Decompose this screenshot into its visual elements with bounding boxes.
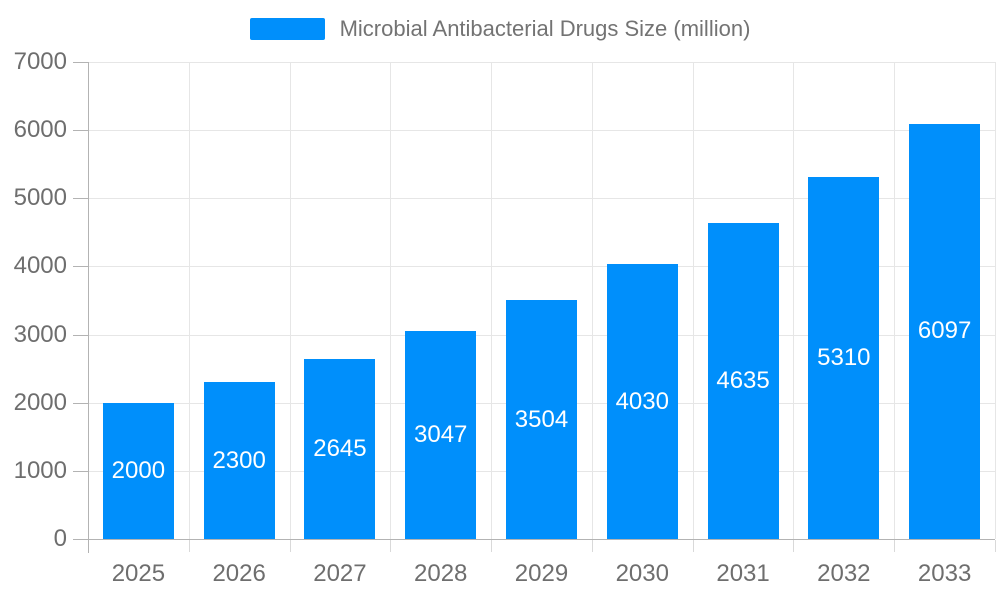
gridline-v [491, 62, 493, 539]
gridline-v [390, 62, 392, 539]
legend-item[interactable]: Microbial Antibacterial Drugs Size (mill… [0, 16, 1000, 42]
gridline-v [995, 62, 996, 539]
gridline-h [88, 266, 995, 268]
bar-value-label: 3504 [514, 405, 569, 433]
y-axis-label: 3000 [13, 320, 67, 348]
x-axis-tick [591, 540, 593, 552]
gridline-h [88, 198, 995, 200]
x-axis-tick [188, 540, 190, 552]
x-axis-tick [491, 540, 493, 552]
x-axis-label: 2032 [817, 560, 871, 587]
x-axis-line [88, 539, 995, 540]
gridline-v [894, 62, 896, 539]
y-axis-label: 0 [53, 525, 67, 552]
x-axis-label: 2033 [917, 560, 972, 587]
y-axis-label: 1000 [13, 456, 67, 484]
bar-value-label: 4635 [716, 367, 770, 395]
gridline-v [591, 62, 593, 539]
y-axis-tick [73, 198, 88, 200]
y-axis-label: 6000 [13, 116, 67, 144]
y-axis-tick [73, 130, 88, 132]
x-axis-tick [289, 540, 291, 552]
bar-value-label: 5310 [817, 344, 871, 372]
bar-value-label: 2000 [111, 456, 166, 484]
bar-2030[interactable]: 4030 [606, 264, 678, 539]
bar-2028[interactable]: 3047 [405, 331, 477, 539]
bar-value-label: 2645 [313, 434, 367, 462]
bar-value-label: 3047 [414, 421, 468, 449]
y-axis-tick [73, 402, 88, 404]
y-axis-label: 5000 [13, 184, 67, 212]
x-axis-label: 2031 [716, 560, 770, 587]
bar-2025[interactable]: 2000 [102, 402, 174, 539]
y-axis-tick [73, 539, 88, 540]
gridline-h [88, 62, 995, 63]
gridline-v [692, 62, 694, 539]
y-axis-label: 4000 [13, 252, 67, 280]
gridline-v [188, 62, 190, 539]
bar-2033[interactable]: 6097 [909, 123, 981, 539]
bar-2029[interactable]: 3504 [506, 300, 577, 539]
y-axis-tick [73, 334, 88, 336]
bar-2027[interactable]: 2645 [304, 358, 376, 539]
bar-value-label: 2300 [212, 446, 266, 474]
y-axis-tick [73, 62, 88, 63]
x-axis-label: 2025 [111, 560, 166, 587]
y-axis-line [88, 62, 89, 553]
bar-value-label: 6097 [917, 317, 972, 345]
x-axis-tick [692, 540, 694, 552]
y-axis-tick [73, 266, 88, 268]
gridline-v [793, 62, 795, 539]
bar-2031[interactable]: 4635 [707, 223, 779, 539]
x-axis-label: 2028 [414, 560, 468, 587]
y-axis-label: 7000 [13, 48, 67, 75]
legend-label: Microbial Antibacterial Drugs Size (mill… [339, 16, 751, 41]
y-axis-tick [73, 470, 88, 472]
x-axis-tick [894, 540, 896, 552]
x-axis-label: 2030 [615, 560, 669, 587]
legend-swatch [249, 18, 325, 40]
x-axis-tick [995, 540, 996, 552]
bar-value-label: 4030 [615, 387, 669, 415]
y-axis-label: 2000 [13, 388, 67, 416]
x-axis-label: 2026 [212, 560, 266, 587]
gridline-v [289, 62, 291, 539]
x-axis-tick [390, 540, 392, 552]
x-axis-label: 2027 [313, 560, 367, 587]
bar-2032[interactable]: 5310 [808, 177, 880, 539]
gridline-h [88, 130, 995, 132]
bar-2026[interactable]: 2300 [203, 382, 275, 539]
x-axis-label: 2029 [514, 560, 569, 587]
x-axis-tick [793, 540, 795, 552]
